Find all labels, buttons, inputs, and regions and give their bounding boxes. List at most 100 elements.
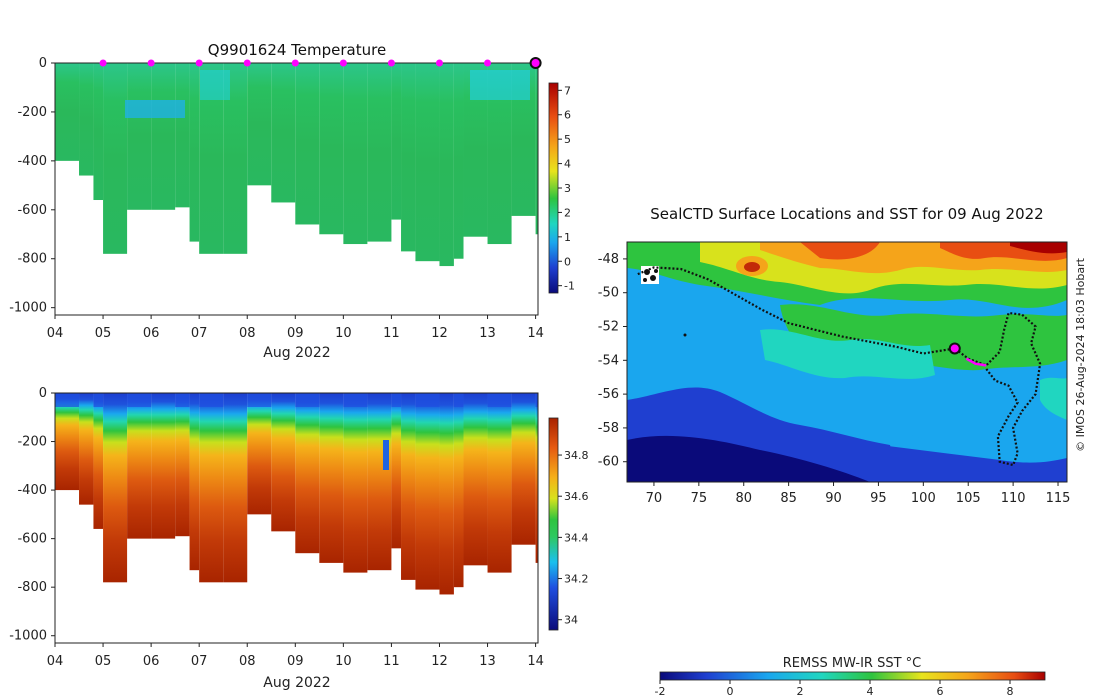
colorbar-tick-label: 34.8	[564, 449, 589, 462]
salinity-x-axis: 04 05 06 07 08 09 10 11 12 13 14	[47, 643, 544, 669]
sst-tick-label: -2	[655, 685, 666, 698]
profile-column	[439, 63, 454, 267]
x-tick-label: 09	[287, 654, 304, 669]
temperature-colorbar-ticks: -1 0 1 2 3 4 5 6 7	[558, 84, 575, 293]
latest-profile-marker	[529, 57, 542, 69]
surface-fresh-layer	[93, 393, 104, 407]
sst-colorbar	[659, 671, 1046, 681]
profile-column	[511, 393, 536, 545]
x-tick-label: 05	[95, 654, 112, 669]
current-position-marker	[948, 342, 961, 355]
x-tick-label: 11	[383, 326, 400, 341]
profile-column	[79, 393, 94, 505]
x-tick-label: 04	[47, 654, 64, 669]
colorbar-tick-label: 34.6	[564, 490, 589, 503]
profile-column	[535, 393, 538, 563]
profile-column	[93, 393, 104, 529]
lon-tick-label: 105	[956, 491, 981, 506]
fresh-intrusion	[383, 440, 389, 470]
profile-column	[401, 63, 416, 252]
sst-tick-label: 0	[727, 685, 734, 698]
colorbar-tick-label: 34	[564, 614, 578, 627]
sst-colorbar-label: REMSS MW-IR SST °C	[783, 656, 922, 671]
track-line	[637, 266, 1042, 467]
x-tick-label: 06	[143, 654, 160, 669]
profile-column	[367, 393, 392, 571]
surface-fresh-layer	[295, 393, 320, 407]
recent-track-segment	[965, 357, 987, 367]
cool-patch-right	[470, 70, 530, 100]
profile-column	[103, 393, 128, 583]
profile-column	[415, 63, 440, 262]
profile-column	[343, 63, 368, 245]
profile-marker	[291, 59, 299, 67]
y-tick-label: -800	[17, 252, 47, 267]
colorbar-tick-label: 34.2	[564, 573, 589, 586]
x-tick-label: 11	[383, 654, 400, 669]
profile-surface-markers	[99, 57, 542, 69]
x-tick-label: 04	[47, 326, 64, 341]
profile-column	[79, 63, 94, 176]
surface-fresh-layer	[175, 393, 190, 407]
profile-marker	[147, 59, 155, 67]
surface-fresh-layer	[127, 393, 152, 407]
colorbar-tick-label: 0	[564, 255, 571, 268]
sst-tick-label: 4	[867, 685, 874, 698]
x-tick-label: 07	[191, 326, 208, 341]
profile-marker	[387, 59, 395, 67]
x-tick-label: 06	[143, 326, 160, 341]
profile-column	[439, 393, 454, 595]
x-tick-label: 05	[95, 326, 112, 341]
surface-fresh-layer	[55, 393, 80, 407]
x-tick-label: 14	[527, 654, 544, 669]
x-tick-label: 10	[335, 654, 352, 669]
profile-column	[127, 393, 152, 539]
profile-column	[189, 63, 200, 242]
lon-tick-label: 95	[870, 491, 887, 506]
profile-marker	[435, 59, 443, 67]
lat-tick-label: -56	[598, 387, 619, 402]
colorbar-tick-label: 7	[564, 84, 571, 97]
y-tick-label: -1000	[9, 301, 47, 316]
temperature-x-axis: 04 05 06 07 08 09 10 11 12 13 14	[47, 315, 544, 341]
profile-column	[103, 63, 128, 254]
y-tick-label: -400	[17, 154, 47, 169]
sst-field	[627, 242, 1067, 482]
profile-column	[391, 393, 402, 549]
lon-tick-label: 90	[825, 491, 842, 506]
surface-fresh-layer	[453, 393, 464, 407]
sst-tick-label: 6	[937, 685, 944, 698]
cold-anomaly	[125, 100, 185, 118]
profile-column	[535, 63, 538, 235]
profile-marker	[195, 59, 203, 67]
recent-track-line	[965, 357, 987, 367]
salinity-xlabel: Aug 2022	[263, 675, 330, 691]
sst-tick-label: 8	[1007, 685, 1014, 698]
colorbar-tick-label: 2	[564, 206, 571, 219]
profile-column	[453, 393, 464, 588]
lat-tick-label: -48	[598, 252, 619, 267]
sst-tick-label: 2	[797, 685, 804, 698]
y-tick-label: -200	[17, 435, 47, 450]
cool-patch	[200, 70, 230, 100]
profile-column	[463, 393, 488, 566]
profile-column	[295, 63, 320, 225]
x-tick-label: 14	[527, 326, 544, 341]
profile-column	[223, 393, 248, 583]
map-latitude-axis: -48 -50 -52 -54 -56 -58 -60	[598, 252, 627, 470]
salinity-profiles	[55, 393, 538, 595]
profile-column	[55, 393, 80, 491]
surface-fresh-layer	[391, 393, 402, 407]
sst-map-panel: SealCTD Surface Locations and SST for 09…	[598, 205, 1087, 698]
x-tick-label: 10	[335, 326, 352, 341]
surface-fresh-layer	[247, 393, 272, 407]
profile-column	[127, 63, 152, 210]
salinity-panel: 0 -200 -400 -600 -800 -1000 04 05 06 07 08 09 10 11 1…	[9, 386, 588, 691]
surface-fresh-layer	[415, 393, 440, 407]
profile-column	[175, 63, 190, 208]
profile-marker	[339, 59, 347, 67]
profile-column	[151, 63, 176, 210]
temperature-xlabel: Aug 2022	[263, 345, 330, 361]
profile-column	[453, 63, 464, 259]
map-longitude-axis: 70 75 80 85 90 95 100 105 110 115	[646, 482, 1070, 506]
